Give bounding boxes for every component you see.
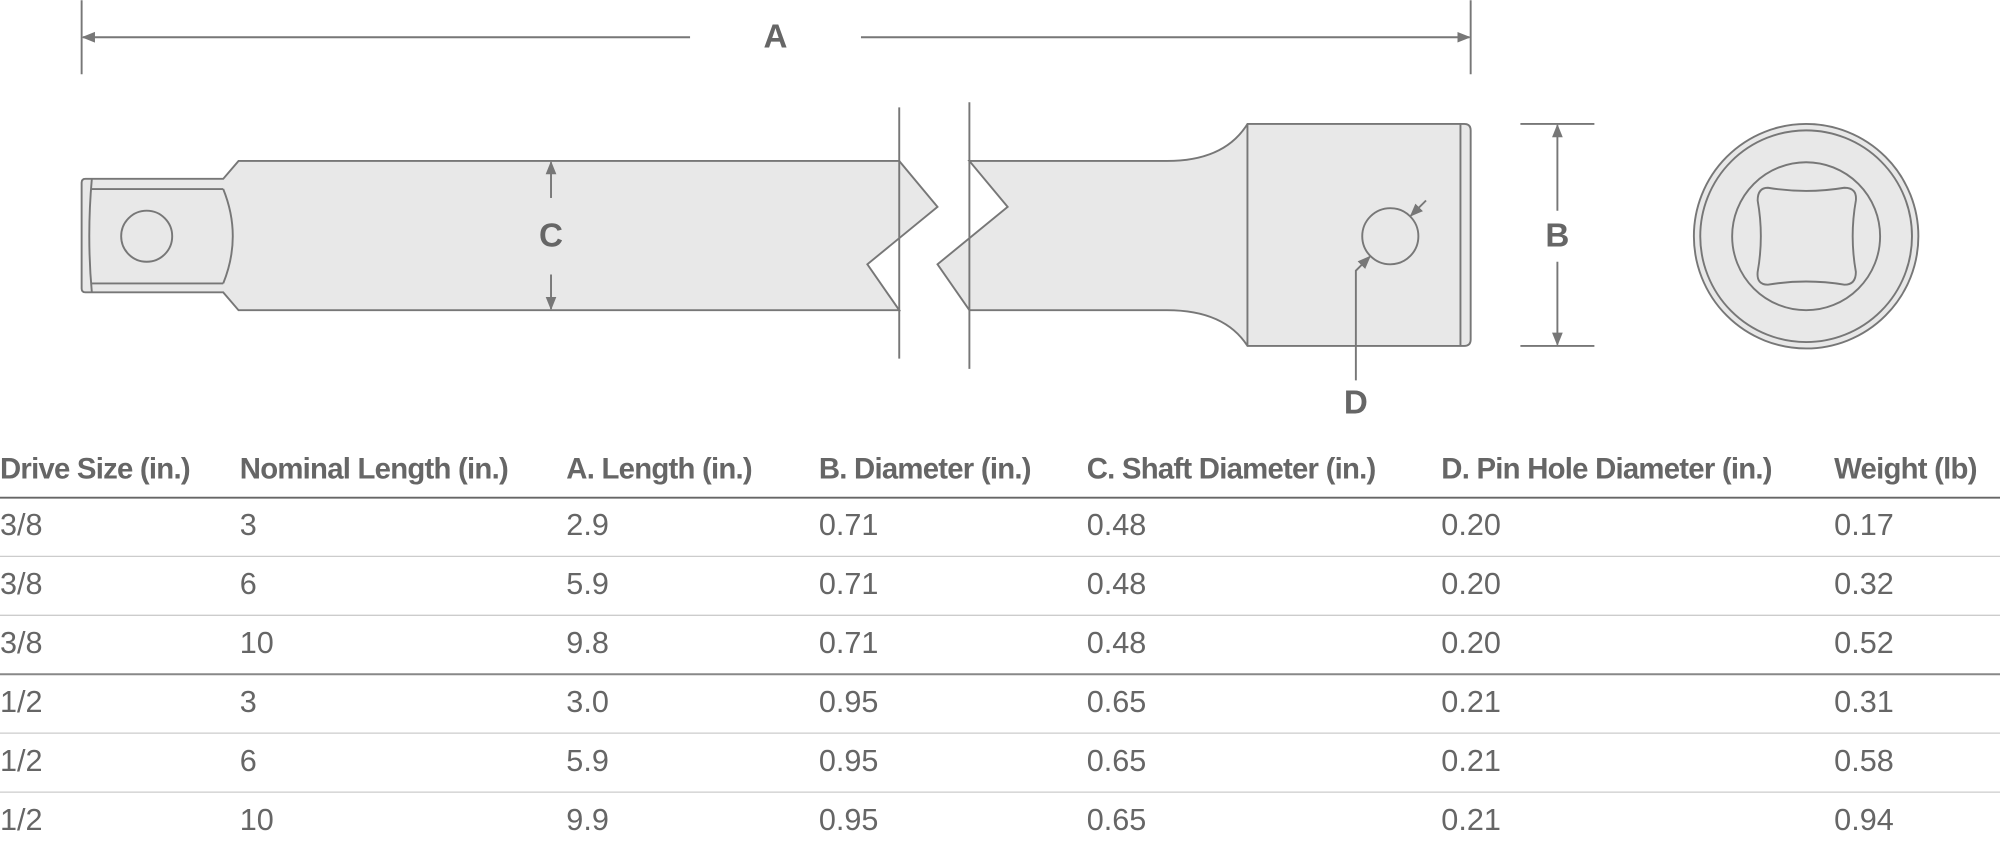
column-header: Nominal Length (in.) <box>240 453 508 486</box>
cell: 0.71 <box>819 567 879 601</box>
cell: 0.95 <box>819 685 879 719</box>
spec-table: Drive Size (in.) Nominal Length (in.) A. L… <box>0 453 2000 837</box>
column-header: D. Pin Hole Diameter (in.) <box>1441 453 1771 486</box>
label-a: A <box>764 18 788 55</box>
cell: 9.8 <box>566 626 609 660</box>
cell: 0.21 <box>1441 744 1501 778</box>
cell: 3.0 <box>566 685 609 719</box>
cell: 0.52 <box>1834 626 1894 660</box>
cell: 0.20 <box>1441 626 1501 660</box>
cell: 6 <box>240 567 257 601</box>
cell: 2.9 <box>566 508 609 542</box>
cell: 0.48 <box>1087 508 1147 542</box>
cell: 0.65 <box>1087 685 1147 719</box>
cell: 0.65 <box>1087 803 1147 837</box>
label-b: B <box>1545 217 1569 254</box>
cell: 3/8 <box>0 626 43 660</box>
cell: 1/2 <box>0 744 43 778</box>
cell: 0.17 <box>1834 508 1894 542</box>
cell: 0.20 <box>1441 567 1501 601</box>
cell: 0.31 <box>1834 685 1894 719</box>
column-header: A. Length (in.) <box>566 453 752 486</box>
cell: 0.32 <box>1834 567 1894 601</box>
cell: 0.20 <box>1441 508 1501 542</box>
cell: 0.94 <box>1834 803 1894 837</box>
column-header: B. Diameter (in.) <box>819 453 1031 486</box>
cell: 0.95 <box>819 803 879 837</box>
cell: 0.21 <box>1441 685 1501 719</box>
cell: 3/8 <box>0 567 43 601</box>
cell: 10 <box>240 626 274 660</box>
label-c: C <box>539 217 563 254</box>
cell: 3 <box>240 508 257 542</box>
cell: 0.58 <box>1834 744 1894 778</box>
column-header: C. Shaft Diameter (in.) <box>1087 453 1376 486</box>
cell: 5.9 <box>566 567 609 601</box>
cell: 9.9 <box>566 803 609 837</box>
cell: 3/8 <box>0 508 43 542</box>
cell: 6 <box>240 744 257 778</box>
cell: 0.48 <box>1087 626 1147 660</box>
cell: 0.71 <box>819 626 879 660</box>
column-header: Drive Size (in.) <box>0 453 190 486</box>
cell: 0.48 <box>1087 567 1147 601</box>
cell: 5.9 <box>566 744 609 778</box>
cell: 0.71 <box>819 508 879 542</box>
cell: 0.65 <box>1087 744 1147 778</box>
cell: 1/2 <box>0 803 43 837</box>
label-d: D <box>1344 384 1368 421</box>
cell: 3 <box>240 685 257 719</box>
diagram: A D C B <box>80 0 1920 421</box>
cell: 10 <box>240 803 274 837</box>
cell: 0.21 <box>1441 803 1501 837</box>
column-header: Weight (lb) <box>1834 453 1977 486</box>
cell: 0.95 <box>819 744 879 778</box>
cell: 1/2 <box>0 685 43 719</box>
